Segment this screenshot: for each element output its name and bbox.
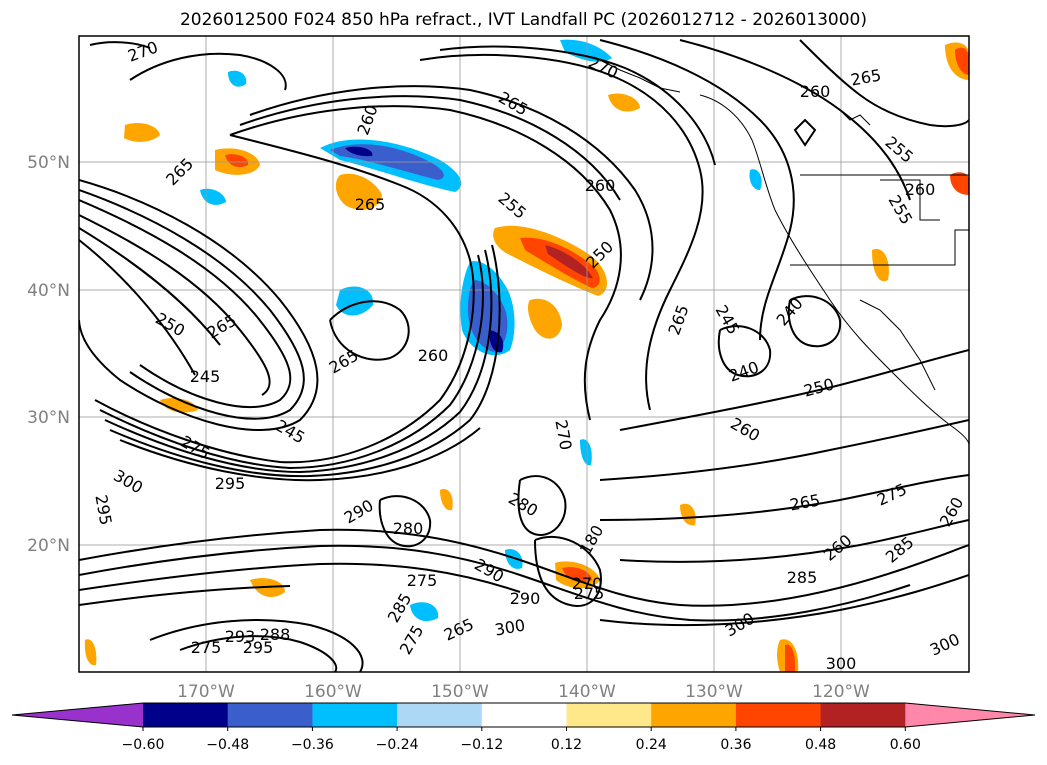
- colorbar-tick-label: 0.12: [551, 737, 582, 753]
- colorbar-tick-label: −0.60: [122, 737, 165, 753]
- colorbar-segment: [735, 703, 822, 727]
- colorbar-extend-high: [905, 703, 1035, 727]
- contour-label: 295: [215, 474, 246, 493]
- contour-label: 293: [225, 627, 256, 646]
- colorbar-segment: [481, 703, 567, 727]
- colorbar-segment: [566, 703, 652, 727]
- contour-label: 260: [418, 346, 449, 365]
- map-background: [79, 36, 969, 672]
- colorbar-segment: [143, 703, 229, 727]
- colorbar-tick-label: −0.48: [206, 737, 249, 753]
- contour-label: 275: [191, 638, 222, 657]
- colorbar: −0.60 −0.48 −0.36 −0.24 −0.12 0.12 0.24 0.36 0.4…: [11, 702, 1036, 753]
- contour-label: 280: [393, 519, 424, 538]
- coastlines: [599, 59, 969, 446]
- colorbar-tick-label: 0.48: [805, 737, 836, 753]
- lat-label: 20°N: [27, 536, 70, 556]
- latitude-labels: 50°N 40°N 30°N 20°N: [27, 153, 70, 556]
- map-frame: [78, 35, 970, 673]
- gridlines: [79, 36, 969, 672]
- contour-label: 265: [355, 195, 386, 214]
- contour-label: 260: [905, 180, 936, 199]
- colorbar-segment: [312, 703, 398, 727]
- colorbar-tick-label: 0.60: [890, 737, 921, 753]
- contour-label: 290: [510, 589, 541, 608]
- contour-label: 285: [787, 568, 818, 587]
- colorbar-segment: [820, 703, 906, 727]
- lon-label: 160°W: [304, 682, 362, 702]
- contour-label: 245: [190, 367, 221, 386]
- contour-label: 270: [572, 574, 603, 593]
- contour-label: 260: [800, 82, 831, 101]
- colorbar-tick-label: −0.24: [376, 737, 419, 753]
- shading-layer: [84, 39, 969, 672]
- colorbar-segment: [651, 703, 737, 727]
- colorbar-tick-label: 0.24: [636, 737, 667, 753]
- contour-label: 260: [585, 176, 616, 195]
- colorbar-tick-label: −0.36: [291, 737, 334, 753]
- contour-label: 300: [826, 654, 857, 673]
- lon-label: 140°W: [558, 682, 616, 702]
- colorbar-segment: [397, 703, 483, 727]
- map-title: 2026012500 F024 850 hPa refract., IVT La…: [179, 10, 867, 30]
- lon-label: 120°W: [812, 682, 870, 702]
- contour-lines: [79, 39, 969, 672]
- longitude-labels: 170°W 160°W 150°W 140°W 130°W 120°W: [177, 682, 870, 702]
- contour-label: 295: [243, 638, 274, 657]
- colorbar-tick-label: −0.12: [460, 737, 503, 753]
- lat-label: 30°N: [27, 408, 70, 428]
- colorbar-tick-label: 0.36: [720, 737, 751, 753]
- lat-label: 50°N: [27, 153, 70, 173]
- contour-label: 275: [407, 571, 438, 590]
- lon-label: 170°W: [177, 682, 235, 702]
- contour-label: 275: [574, 584, 605, 603]
- lat-label: 40°N: [27, 281, 70, 301]
- colorbar-extend-low: [12, 703, 143, 727]
- lon-label: 130°W: [685, 682, 743, 702]
- colorbar-segment: [227, 703, 313, 727]
- lon-label: 150°W: [431, 682, 489, 702]
- contour-label: 288: [260, 625, 291, 644]
